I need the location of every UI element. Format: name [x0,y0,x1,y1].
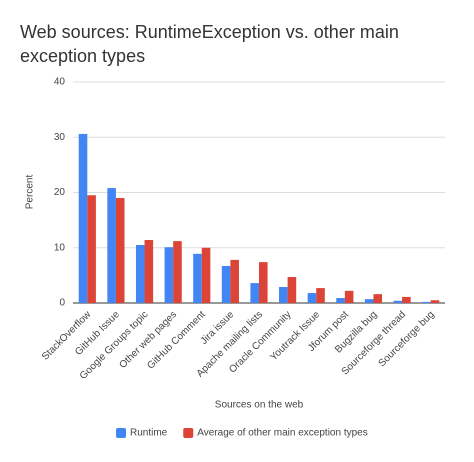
bar [402,296,411,303]
bar [107,188,116,303]
bar [250,283,259,303]
y-tick-label: 20 [54,187,66,198]
bar [144,240,154,303]
bar [193,253,202,303]
x-axis-label: Sources on the web [215,400,304,411]
bar [201,247,211,303]
chart-title: Web sources: RuntimeException vs. other … [20,22,399,66]
y-tick-label: 40 [54,77,66,88]
legend-label: Runtime [130,428,168,439]
bar [316,288,325,303]
bar [344,290,354,303]
bar [135,244,145,303]
bar [430,300,440,303]
bar [279,286,288,303]
y-tick-label: 0 [59,298,65,309]
bar [78,133,88,303]
bar [230,259,239,303]
bar [373,294,383,303]
x-tick-label: StackOverflow [40,309,94,363]
bar [221,265,231,303]
x-tick-label: Youtrack Issue [268,309,322,363]
bar [173,241,182,303]
y-axis-label: Percent [25,175,36,210]
bar [307,293,317,303]
legend-swatch [116,428,126,438]
bar [115,198,125,303]
y-tick-label: 30 [54,132,66,143]
legend-label: Average of other main exception types [197,428,367,439]
bar [364,299,374,303]
bar [336,298,345,303]
bar [422,301,431,303]
y-tick-label: 10 [54,242,66,253]
bar [393,300,403,303]
legend-swatch [183,428,194,438]
bar [87,195,96,303]
bar [287,277,297,303]
bar [259,262,268,303]
bar [164,247,174,303]
